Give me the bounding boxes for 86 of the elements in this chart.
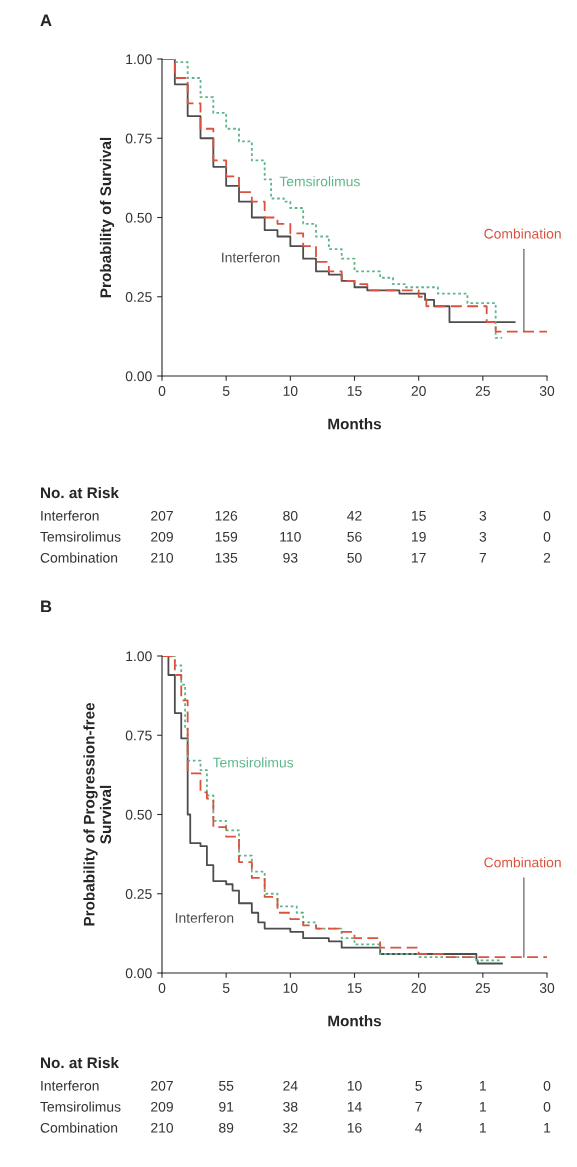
- x-axis-title: Months: [328, 418, 382, 430]
- x-tick-label: 10: [283, 386, 298, 396]
- x-axis-title: Months: [328, 1015, 382, 1027]
- text: 4: [415, 1123, 423, 1133]
- chart-title: A: [40, 14, 52, 27]
- y-tick-label: 0.25: [125, 889, 152, 899]
- text: 19: [412, 531, 426, 542]
- text: Combination: [484, 857, 561, 868]
- x-tick-label: 15: [347, 983, 362, 993]
- y-axis-title: Probability of Progression-free Survival: [83, 702, 112, 926]
- text: No. at Risk: [41, 1057, 119, 1069]
- text: 0: [543, 1080, 551, 1091]
- text: 209: [151, 531, 173, 542]
- text: Combination: [484, 228, 561, 239]
- y-tick-label: 0.50: [125, 212, 152, 223]
- text: 14: [347, 1102, 362, 1112]
- text: 210: [151, 552, 174, 563]
- text: 56: [347, 531, 362, 542]
- text: 91: [219, 1101, 234, 1112]
- text: Temsirolimus: [40, 1101, 121, 1112]
- text: Combination: [40, 1122, 118, 1133]
- x-tick-label: 20: [411, 983, 426, 993]
- text: Temsirolimus: [40, 531, 121, 542]
- y-tick-label: 0.75: [125, 730, 152, 741]
- text: Combination: [40, 552, 118, 563]
- y-tick-label: 0.00: [125, 968, 152, 979]
- series-label: Temsirolimus: [279, 176, 360, 187]
- text: 207: [151, 510, 173, 521]
- x-tick-label: 5: [222, 386, 230, 396]
- chart-title: B: [41, 600, 52, 613]
- text: 3: [479, 531, 487, 542]
- text: 110: [280, 531, 301, 542]
- text: 32: [283, 1122, 298, 1133]
- series-label: Interferon: [222, 252, 280, 263]
- text: 1: [480, 1081, 487, 1091]
- text: 210: [151, 1122, 174, 1133]
- text: 24: [283, 1080, 298, 1091]
- text: 10: [347, 1080, 362, 1091]
- text: 50: [347, 552, 362, 563]
- x-tick-label: 10: [283, 983, 298, 993]
- x-tick-label: 30: [539, 386, 555, 396]
- text: 89: [219, 1122, 234, 1133]
- text: 135: [215, 552, 238, 563]
- text: 1: [544, 1123, 551, 1133]
- text: 7: [415, 1102, 422, 1112]
- text: 0: [543, 1101, 551, 1112]
- x-tick-label: 20: [411, 386, 426, 396]
- x-tick-label: 5: [222, 983, 230, 993]
- text: 207: [151, 1080, 173, 1091]
- text: No. at Risk: [41, 487, 119, 499]
- text: 55: [219, 1081, 234, 1091]
- series-label: Interferon: [175, 912, 234, 923]
- text: 0: [543, 510, 551, 521]
- x-tick-label: 0: [158, 983, 166, 993]
- text: 159: [215, 531, 238, 542]
- y-tick-label: 0.75: [125, 133, 152, 144]
- x-tick-label: 0: [158, 386, 166, 396]
- text: 80: [283, 510, 298, 521]
- y-tick-label: 1.00: [126, 651, 152, 662]
- x-tick-label: 25: [475, 386, 490, 396]
- y-tick-label: 0.25: [125, 292, 152, 302]
- text: 17: [412, 553, 426, 563]
- text: Interferon: [41, 510, 99, 521]
- text: 0: [543, 531, 551, 542]
- text: 3: [479, 510, 487, 521]
- text: 16: [347, 1122, 362, 1133]
- text: 15: [412, 511, 426, 521]
- text: 209: [151, 1101, 173, 1112]
- text: 1: [480, 1123, 487, 1133]
- text: 93: [283, 552, 298, 563]
- y-axis-title: Probability of Survival: [99, 137, 115, 298]
- y-tick-label: 0.00: [125, 371, 152, 382]
- text: 5: [415, 1081, 422, 1091]
- text: 126: [215, 510, 238, 521]
- x-tick-label: 30: [539, 983, 555, 993]
- series-label: Temsirolimus: [212, 757, 294, 768]
- y-tick-label: 1.00: [126, 54, 152, 65]
- text: 2: [543, 552, 551, 563]
- y-tick-label: 0.50: [125, 809, 152, 820]
- text: 42: [347, 510, 362, 521]
- text: 7: [479, 553, 486, 563]
- x-tick-label: 25: [475, 983, 490, 993]
- text: Interferon: [41, 1080, 99, 1091]
- text: 38: [283, 1101, 298, 1112]
- text: 1: [480, 1102, 487, 1112]
- x-tick-label: 15: [347, 386, 362, 396]
